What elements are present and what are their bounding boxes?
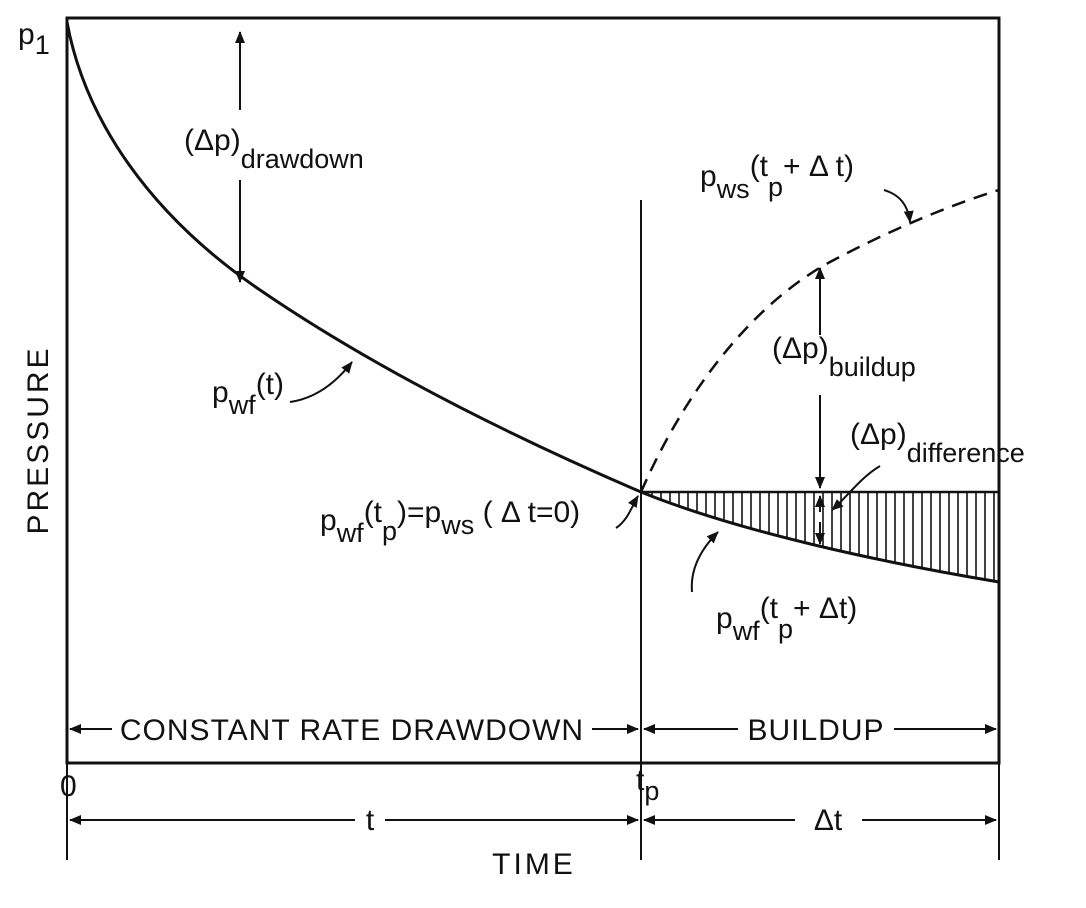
x-axis-label: TIME [492, 848, 576, 881]
dp-difference-pointer [831, 465, 881, 511]
y-axis-label: PRESSURE [22, 345, 55, 534]
origin-label: 0 [60, 770, 77, 803]
dp-drawdown-label: (Δp)drawdown [184, 124, 364, 174]
pwf-tp-eq-pointer [615, 495, 639, 529]
pwf-continued-curve [640, 490, 1000, 584]
pwf-tp-dt-pointer [690, 531, 719, 593]
dp-difference-label: (Δp)difference [850, 418, 1025, 468]
dp-buildup-label: (Δp)buildup [772, 332, 916, 382]
plot-frame [65, 16, 1001, 765]
pws-label: pws(tp+ Δ t) [700, 150, 854, 204]
pwf-drawdown-curve [65, 21, 642, 494]
pwf-tp-dt-label: pwf(tp+ Δt) [716, 592, 857, 646]
pws-pointer [883, 189, 914, 223]
dt-interval-label: Δt [814, 804, 843, 837]
t-interval-label: t [366, 804, 375, 837]
pwf-tp-eq-label: pwf(tp)=pws ( Δ t=0) [320, 496, 580, 548]
pwf-t-pointer [289, 361, 353, 403]
tp-label: tp [636, 764, 659, 806]
pwf-t-label: pwf(t) [212, 368, 284, 420]
y-top-label: p1 [18, 18, 50, 60]
buildup-phase-label: BUILDUP [747, 714, 884, 747]
drawdown-phase-label: CONSTANT RATE DRAWDOWN [120, 714, 584, 747]
